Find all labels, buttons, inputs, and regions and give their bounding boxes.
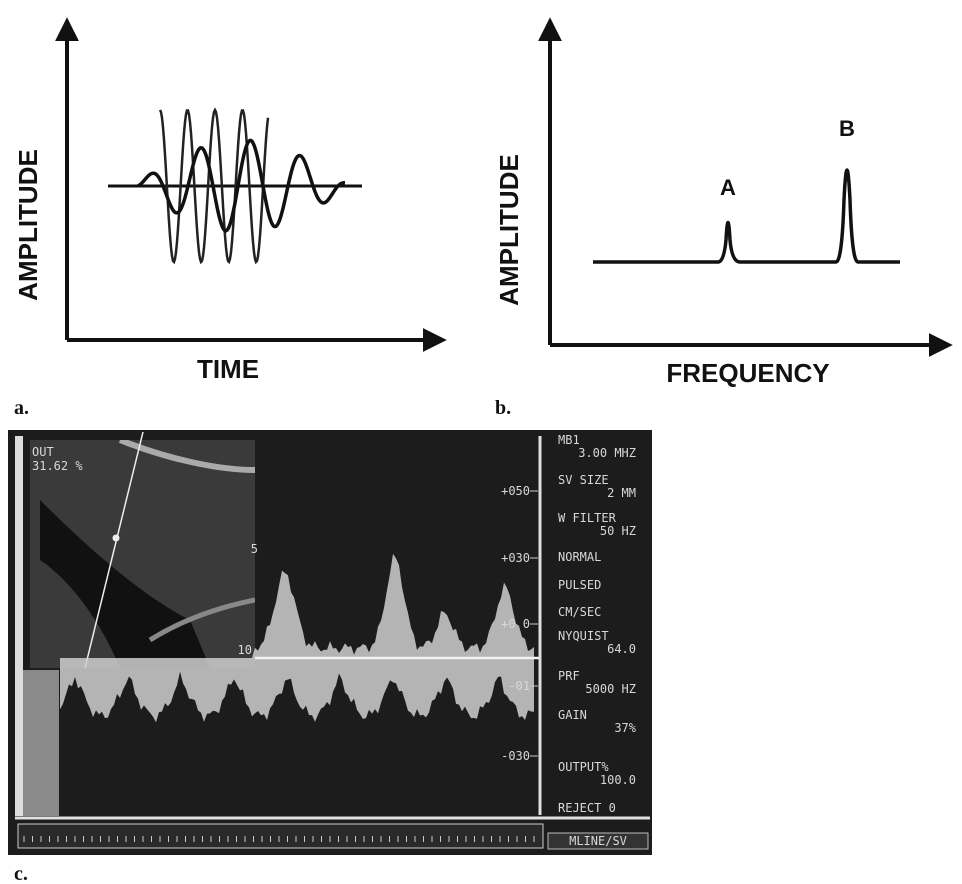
mode-label: MLINE/SV — [569, 834, 627, 848]
velocity-label: -01 — [508, 679, 530, 693]
setting-text: 3.00 MHZ — [578, 446, 636, 460]
velocity-label: +050 — [501, 484, 530, 498]
y-axis-title: AMPLITUDE — [13, 149, 43, 301]
peak-label: B — [839, 116, 855, 141]
time-scale — [17, 823, 544, 849]
velocity-label: +030 — [501, 551, 530, 565]
setting-text: 100.0 — [600, 773, 636, 787]
low-frequency-wave — [137, 138, 346, 233]
setting-text: 5000 HZ — [585, 682, 636, 696]
panel-label: a. — [14, 397, 29, 419]
x-axis-title: FREQUENCY — [666, 358, 829, 388]
setting-text: GAIN — [558, 708, 587, 722]
setting-text: W FILTER — [558, 511, 617, 525]
doppler-spectrum — [60, 553, 534, 723]
setting-text: PRF — [558, 669, 580, 683]
setting-text: SV SIZE — [558, 473, 609, 487]
setting-text: 50 HZ — [600, 524, 636, 538]
panel-c: MLINE/SV OUT 31.62 % 5 10 c. +050 +030 +0 … — [8, 430, 652, 884]
time-ticks — [23, 836, 535, 842]
high-frequency-wave — [158, 107, 270, 265]
panel-label: c. — [14, 863, 28, 884]
setting-text: 37% — [614, 721, 636, 735]
setting-text: PULSED — [558, 578, 601, 592]
panel-a: AMPLITUDE TIME a. — [13, 17, 447, 419]
overlay-text: 31.62 % — [32, 459, 83, 473]
cursor-line — [84, 431, 144, 669]
peak-label: A — [720, 175, 736, 200]
b-mode-sector — [30, 440, 255, 668]
panel-label: b. — [495, 397, 511, 419]
setting-text: CM/SEC — [558, 605, 601, 619]
overlay-text: OUT — [32, 445, 54, 459]
setting-text: 64.0 — [607, 642, 636, 656]
depth-label: 5 — [251, 542, 258, 556]
mode-box — [547, 832, 649, 850]
depth-label: 10 — [238, 643, 252, 657]
gray-scale-bar — [23, 670, 59, 816]
y-axis-title: AMPLITUDE — [494, 154, 524, 306]
setting-text: NYQUIST — [558, 629, 609, 643]
sample-volume — [112, 534, 120, 542]
velocity-label: +0 0 — [501, 617, 530, 631]
x-axis-title: TIME — [197, 354, 259, 384]
velocity-label: -030 — [501, 749, 530, 763]
setting-text: OUTPUT% — [558, 760, 609, 774]
panel-b: A B AMPLITUDE FREQUENCY b. — [494, 17, 953, 419]
setting-text: 2 MM — [607, 486, 636, 500]
setting-text: NORMAL — [558, 550, 601, 564]
spectrum — [593, 168, 900, 264]
setting-text: REJECT 0 — [558, 801, 616, 815]
left-border — [15, 436, 23, 816]
setting-text: MB1 — [558, 433, 580, 447]
